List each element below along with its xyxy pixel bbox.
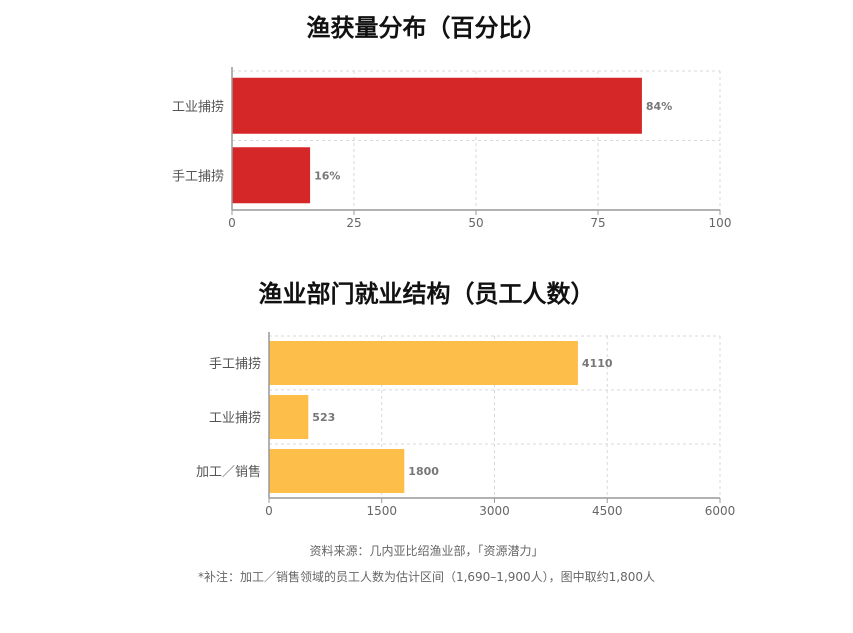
chart1-data-label: 16% bbox=[314, 169, 340, 182]
chart2-bar bbox=[269, 449, 405, 493]
source-note: 资料来源：几内亚比绍渔业部，「资源潜力」 bbox=[309, 544, 544, 558]
chart1-bar bbox=[232, 77, 642, 134]
chart-1-title: 渔获量分布（百分比） bbox=[306, 14, 547, 42]
chart2-bar bbox=[269, 395, 309, 439]
chart2-tick-label: 6000 bbox=[705, 504, 736, 518]
chart1-tick-label: 0 bbox=[228, 216, 236, 230]
chart2-data-label: 4110 bbox=[582, 357, 613, 370]
chart1-category-label: 手工捕捞 bbox=[172, 168, 224, 184]
chart2-tick-label: 1500 bbox=[366, 504, 397, 518]
chart2-tick-label: 4500 bbox=[592, 504, 623, 518]
chart-2-title: 渔业部门就业结构（员工人数） bbox=[258, 280, 595, 308]
chart2-tick-label: 3000 bbox=[479, 504, 510, 518]
chart2-tick-label: 0 bbox=[265, 504, 273, 518]
chart2-category-label: 手工捕捞 bbox=[209, 356, 261, 372]
chart2-category-label: 工业捕捞 bbox=[209, 410, 261, 426]
chart1-tick-label: 50 bbox=[468, 216, 483, 230]
chart1-tick-label: 25 bbox=[346, 216, 361, 230]
chart1-tick-label: 75 bbox=[590, 216, 605, 230]
chart1-bar bbox=[232, 147, 311, 204]
chart2-bar bbox=[269, 341, 578, 385]
chart1-category-label: 工业捕捞 bbox=[172, 99, 224, 115]
chart2-data-label: 523 bbox=[312, 411, 335, 424]
chart1-tick-label: 100 bbox=[709, 216, 732, 230]
footnote: *补注：加工／销售领域的员工人数为估计区间（1,690–1,900人），图中取约… bbox=[197, 570, 656, 584]
chart2-category-label: 加工／销售 bbox=[196, 464, 261, 480]
chart2-data-label: 1800 bbox=[408, 465, 439, 478]
chart1-data-label: 84% bbox=[646, 100, 672, 113]
